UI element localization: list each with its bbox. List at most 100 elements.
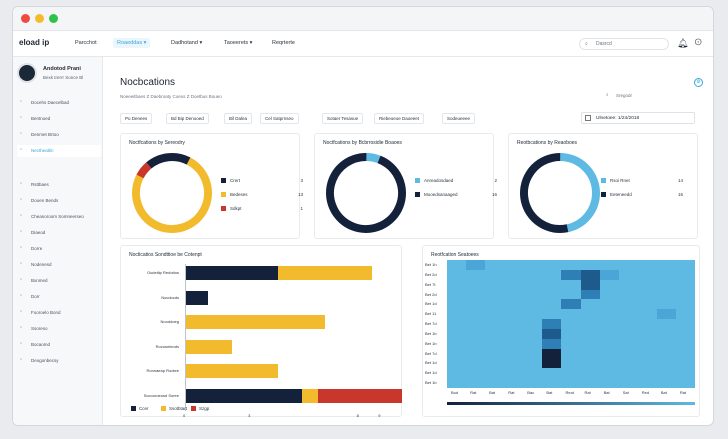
heatmap-cell[interactable] <box>656 289 677 300</box>
heatmap-cell[interactable] <box>485 348 505 359</box>
heatmap-cell[interactable] <box>656 319 677 330</box>
heatmap-cell[interactable] <box>485 358 505 369</box>
heatmap-cell[interactable] <box>599 358 620 369</box>
heatmap-cell[interactable] <box>656 348 677 359</box>
heatmap-cell[interactable] <box>504 338 524 350</box>
heatmap-cell[interactable] <box>447 289 467 300</box>
maximize-window-button[interactable] <box>49 14 58 23</box>
heatmap-cell[interactable] <box>637 279 658 291</box>
sidebar-item[interactable]: ▫ Bxnmed <box>17 275 101 287</box>
heatmap-cell[interactable] <box>599 279 620 291</box>
heatmap-cell[interactable] <box>599 368 620 379</box>
heatmap-cell[interactable] <box>466 319 486 330</box>
heatmap-cell[interactable] <box>542 338 562 350</box>
bar-segment[interactable] <box>185 364 279 378</box>
heatmap-cell[interactable] <box>504 260 524 271</box>
heatmap-cell[interactable] <box>447 309 467 320</box>
donut-segment[interactable] <box>127 148 217 238</box>
heatmap-cell[interactable] <box>542 260 562 271</box>
sidebar-item[interactable]: ▫ Dorr <box>17 291 101 303</box>
heatmap-cell[interactable] <box>618 358 639 369</box>
user-profile[interactable]: Andotod Prani Bexk trerrr Sonce Bl <box>17 63 101 85</box>
minimize-window-button[interactable] <box>35 14 44 23</box>
sidebar-item[interactable]: ▫ Deogonbecsy <box>17 355 101 367</box>
sidebar-item[interactable]: ▫ Ssoreso <box>17 323 101 335</box>
heatmap-cell[interactable] <box>580 289 601 300</box>
heatmap-cell[interactable] <box>618 378 639 389</box>
heatmap-cell[interactable] <box>466 338 486 350</box>
nav-item-notifications[interactable]: Roaeddas ▾ <box>113 38 151 48</box>
notification-search-input[interactable]: ⌕ Sregodr <box>604 91 694 101</box>
heatmap-cell[interactable] <box>656 378 677 389</box>
bar-segment[interactable] <box>185 388 302 403</box>
heatmap-cell[interactable] <box>618 269 639 281</box>
heatmap-cell[interactable] <box>561 368 582 379</box>
heatmap-cell[interactable] <box>466 309 486 320</box>
heatmap-cell[interactable] <box>466 279 486 291</box>
heatmap-cell[interactable] <box>637 299 658 310</box>
heatmap-cell[interactable] <box>675 368 696 379</box>
heatmap-cell[interactable] <box>561 260 582 271</box>
heatmap-cell[interactable] <box>656 279 677 291</box>
heatmap-cell[interactable] <box>485 289 505 300</box>
app-logo[interactable]: eload ip <box>19 38 50 47</box>
heatmap-cell[interactable] <box>485 338 505 350</box>
heatmap-cell[interactable] <box>675 328 696 340</box>
heatmap-cell[interactable] <box>504 358 524 369</box>
heatmap-cell[interactable] <box>542 269 562 281</box>
sidebar-item[interactable]: ▫ Cheanoroom Somneerseo <box>17 211 101 223</box>
heatmap-cell[interactable] <box>599 378 620 389</box>
bar-segment[interactable] <box>318 388 402 403</box>
heatmap-cell[interactable] <box>523 378 543 389</box>
heatmap-cell[interactable] <box>618 328 639 340</box>
heatmap-cell[interactable] <box>542 358 562 369</box>
heatmap-cell[interactable] <box>675 279 696 291</box>
heatmap-cell[interactable] <box>485 299 505 310</box>
heatmap-cell[interactable] <box>561 358 582 369</box>
heatmap-cell[interactable] <box>637 309 658 320</box>
heatmap-cell[interactable] <box>504 289 524 300</box>
heatmap-cell[interactable] <box>580 348 601 359</box>
bar-segment[interactable] <box>185 315 325 329</box>
sidebar-item[interactable]: ▫ Fooroelo Bond <box>17 307 101 319</box>
heatmap-cell[interactable] <box>599 338 620 350</box>
heatmap-cell[interactable] <box>466 328 486 340</box>
date-range-picker[interactable]: Ulnetoee: 1/24/2018 <box>581 112 695 124</box>
heatmap-cell[interactable] <box>485 319 505 330</box>
heatmap-cell[interactable] <box>580 269 601 281</box>
heatmap-cell[interactable] <box>561 299 582 310</box>
heatmap-cell[interactable] <box>599 348 620 359</box>
heatmap-cell[interactable] <box>466 269 486 281</box>
sidebar-item[interactable]: ▫ Bentnoed <box>17 113 101 125</box>
heatmap-cell[interactable] <box>466 378 486 389</box>
heatmap-cell[interactable] <box>637 378 658 389</box>
heatmap-cell[interactable] <box>523 299 543 310</box>
heatmap-cell[interactable] <box>656 338 677 350</box>
heatmap-cell[interactable] <box>561 279 582 291</box>
heatmap-cell[interactable] <box>637 328 658 340</box>
heatmap-cell[interactable] <box>599 269 620 281</box>
heatmap-cell[interactable] <box>599 260 620 271</box>
heatmap-cell[interactable] <box>675 260 696 271</box>
heatmap-cell[interactable] <box>637 269 658 281</box>
heatmap-cell[interactable] <box>656 299 677 310</box>
sidebar-item[interactable]: ▫ Denmet Brtoo <box>17 129 101 141</box>
heatmap-cell[interactable] <box>485 328 505 340</box>
heatmap-cell[interactable] <box>447 299 467 310</box>
heatmap-cell[interactable] <box>675 338 696 350</box>
heatmap-cell[interactable] <box>466 289 486 300</box>
filter-chip[interactable]: Pu Denees <box>120 113 153 124</box>
heatmap-cell[interactable] <box>637 289 658 300</box>
heatmap-cell[interactable] <box>656 328 677 340</box>
bar-segment[interactable] <box>301 388 318 403</box>
heatmap-cell[interactable] <box>675 319 696 330</box>
heatmap-cell[interactable] <box>523 368 543 379</box>
heatmap-cell[interactable] <box>618 338 639 350</box>
heatmap-cell[interactable] <box>656 269 677 281</box>
filter-chip[interactable]: Sotaer Tesasue <box>322 113 364 124</box>
heatmap-cell[interactable] <box>485 260 505 271</box>
heatmap-cell[interactable] <box>656 309 677 320</box>
bar-segment[interactable] <box>185 290 209 305</box>
heatmap-cell[interactable] <box>504 299 524 310</box>
filter-chip[interactable]: Sodeueeee <box>442 113 476 124</box>
